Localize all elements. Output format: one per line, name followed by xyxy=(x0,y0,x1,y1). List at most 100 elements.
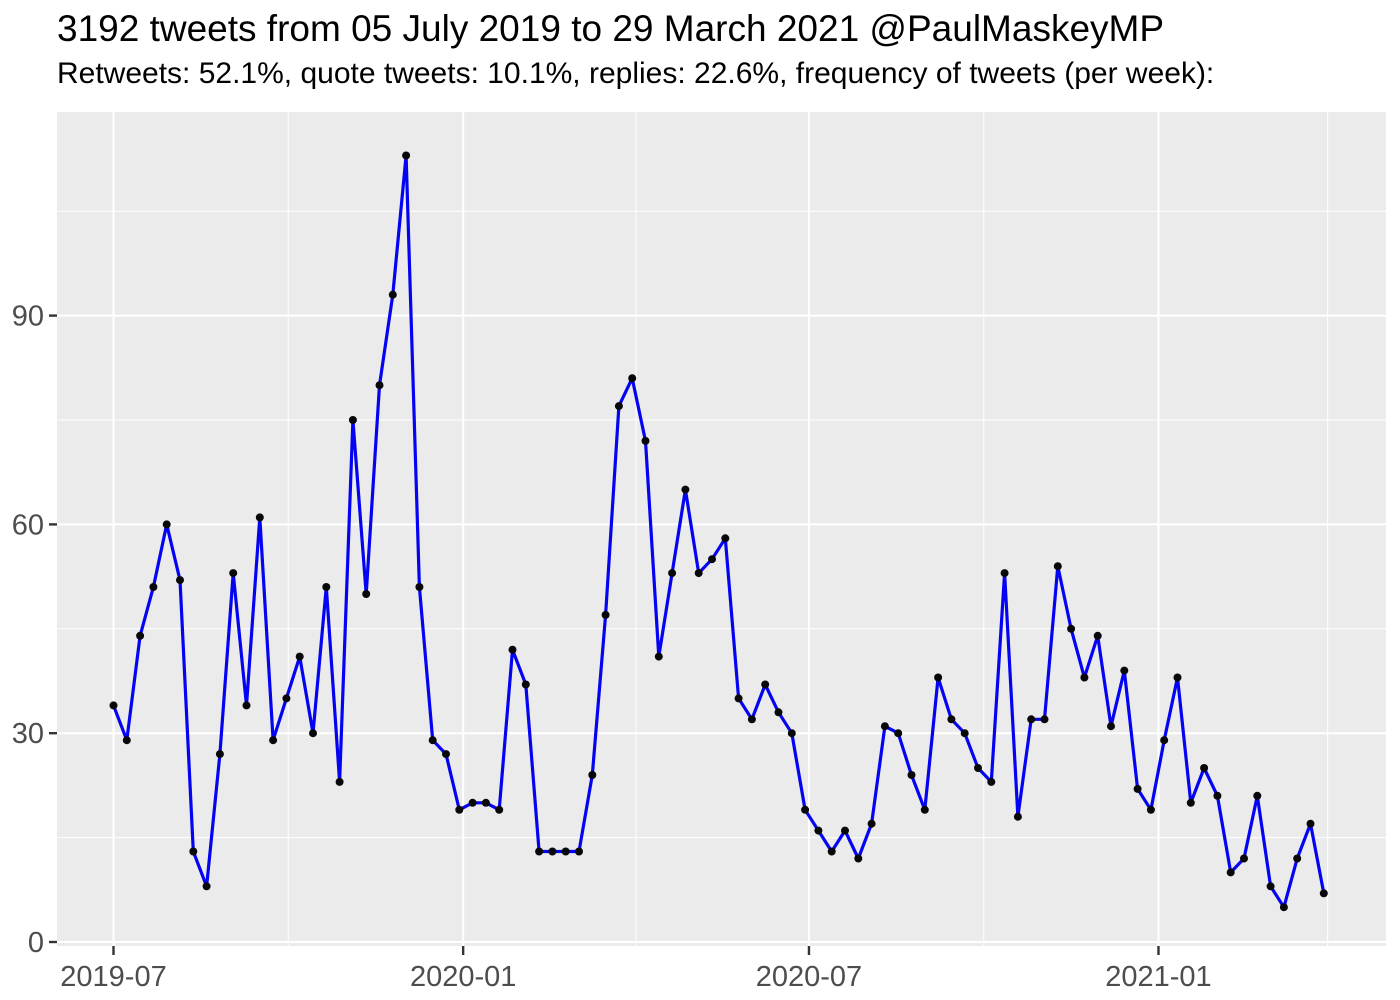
data-point xyxy=(1266,882,1275,891)
data-point xyxy=(588,771,597,779)
x-axis-label: 2020-01 xyxy=(410,961,516,993)
data-point xyxy=(867,819,876,828)
data-point xyxy=(734,694,743,703)
data-point xyxy=(109,701,118,710)
data-point xyxy=(1093,631,1102,640)
data-point xyxy=(787,729,796,738)
data-point xyxy=(402,151,411,160)
data-point xyxy=(388,290,397,299)
data-point xyxy=(149,583,158,591)
y-axis-label: 0 xyxy=(28,927,44,959)
tweets-per-week-line xyxy=(111,153,1326,909)
data-point xyxy=(1067,624,1076,633)
data-point xyxy=(375,381,384,390)
data-point xyxy=(1293,854,1302,863)
data-point xyxy=(255,513,264,522)
data-point xyxy=(841,826,849,835)
data-point xyxy=(1240,854,1248,863)
data-point xyxy=(920,805,929,814)
data-point xyxy=(1080,673,1089,682)
data-point xyxy=(681,485,690,494)
y-axis-label: 30 xyxy=(12,718,44,750)
data-point xyxy=(601,610,610,619)
data-point xyxy=(1160,736,1169,745)
data-point xyxy=(282,694,291,703)
data-point xyxy=(309,729,317,738)
data-point xyxy=(215,750,224,759)
data-point xyxy=(269,736,278,745)
data-point xyxy=(894,729,903,738)
data-point xyxy=(335,777,344,786)
data-point xyxy=(801,805,810,814)
data-point xyxy=(1040,715,1049,724)
data-point xyxy=(415,583,424,591)
data-point xyxy=(229,569,238,578)
data-point xyxy=(668,569,677,578)
data-point xyxy=(761,680,770,689)
data-point xyxy=(907,771,916,779)
data-point xyxy=(814,826,823,835)
data-point xyxy=(1226,868,1235,877)
data-point xyxy=(654,652,663,661)
chart-title: 3192 tweets from 05 July 2019 to 29 Marc… xyxy=(57,8,1165,49)
data-point xyxy=(947,715,956,724)
data-point xyxy=(974,764,982,772)
data-point xyxy=(1013,812,1022,821)
y-axis-label: 60 xyxy=(12,509,44,541)
data-point xyxy=(1186,798,1195,807)
data-point xyxy=(442,750,450,759)
data-point xyxy=(708,555,716,564)
data-point xyxy=(614,402,623,411)
x-axis-label: 2019-07 xyxy=(60,961,166,993)
data-point xyxy=(348,416,357,424)
data-point xyxy=(535,847,544,856)
data-point xyxy=(641,436,650,445)
data-point xyxy=(561,847,570,856)
data-point xyxy=(242,701,251,710)
data-point xyxy=(189,847,198,856)
data-point xyxy=(548,847,557,856)
data-point xyxy=(827,847,836,856)
data-point xyxy=(934,673,943,682)
data-point xyxy=(854,854,863,863)
data-point xyxy=(1146,805,1155,814)
data-point xyxy=(295,652,304,661)
data-point xyxy=(122,736,131,745)
data-point xyxy=(176,576,184,585)
data-point xyxy=(694,569,703,578)
data-point xyxy=(322,583,331,591)
data-point xyxy=(481,798,490,807)
data-point xyxy=(468,798,477,807)
data-point xyxy=(987,777,996,786)
data-point xyxy=(1027,715,1036,724)
x-axis-label: 2020-07 xyxy=(756,961,862,993)
data-point xyxy=(455,805,464,814)
data-point xyxy=(1133,784,1142,793)
data-point xyxy=(721,534,730,543)
data-point xyxy=(1279,903,1288,912)
data-point xyxy=(1213,791,1222,800)
data-point xyxy=(747,715,756,724)
y-axis-label: 90 xyxy=(12,301,44,333)
data-point xyxy=(1319,889,1328,898)
data-point xyxy=(1253,791,1262,800)
data-point xyxy=(628,374,637,383)
plot-panel xyxy=(57,112,1386,946)
data-point xyxy=(880,722,889,731)
chart-subtitle: Retweets: 52.1%, quote tweets: 10.1%, re… xyxy=(57,57,1215,90)
data-point xyxy=(1000,569,1009,578)
data-point xyxy=(136,631,145,640)
data-point xyxy=(1200,764,1209,772)
x-axis-label: 2021-01 xyxy=(1105,961,1211,993)
data-point xyxy=(508,645,517,654)
data-point xyxy=(1107,722,1115,731)
data-point xyxy=(162,520,171,529)
data-point xyxy=(774,708,783,717)
data-point xyxy=(521,680,530,689)
data-point xyxy=(575,847,583,856)
data-point xyxy=(1053,562,1062,571)
data-point xyxy=(1120,666,1129,675)
data-point xyxy=(1173,673,1182,682)
